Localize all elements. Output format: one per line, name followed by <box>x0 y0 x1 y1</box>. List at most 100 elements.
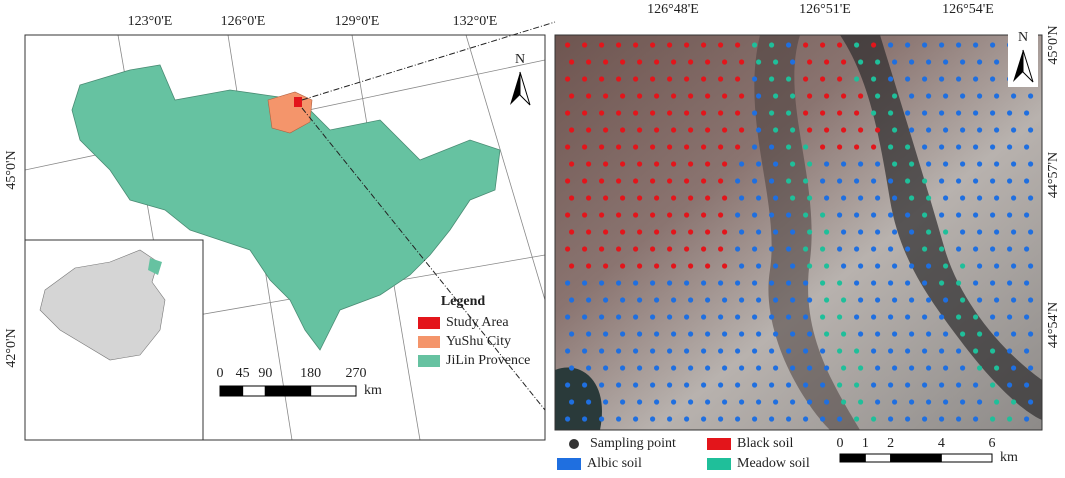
sampling-point <box>615 382 622 388</box>
sampling-point <box>683 76 690 82</box>
sampling-point <box>738 365 745 371</box>
sampling-point <box>564 246 571 252</box>
sampling-point <box>653 229 660 235</box>
sampling-point <box>976 59 983 65</box>
sampling-point <box>972 76 979 82</box>
sampling-point <box>615 212 622 218</box>
sampling-point <box>768 348 775 354</box>
sampling-point <box>925 229 932 235</box>
scale-label: 45 <box>236 366 250 381</box>
sampling-point <box>853 314 860 320</box>
sampling-point <box>598 382 605 388</box>
sampling-point <box>789 161 796 167</box>
sampling-point <box>683 314 690 320</box>
sampling-point <box>993 161 1000 167</box>
sampling-point <box>836 178 843 184</box>
sampling-point <box>785 280 792 286</box>
sampling-point <box>959 263 966 269</box>
sampling-point <box>1006 110 1013 116</box>
sampling-point <box>972 416 979 422</box>
sampling-point <box>785 42 792 48</box>
sampling-point <box>772 263 779 269</box>
sampling-point <box>683 382 690 388</box>
sampling-point <box>857 127 864 133</box>
sampling-point <box>989 314 996 320</box>
sampling-point <box>955 178 962 184</box>
sampling-point <box>772 229 779 235</box>
sampling-point <box>823 127 830 133</box>
sampling-point <box>976 229 983 235</box>
sampling-point <box>632 212 639 218</box>
sampling-point <box>921 416 928 422</box>
sampling-point <box>585 195 592 201</box>
sampling-point <box>700 144 707 150</box>
sampling-point <box>887 110 894 116</box>
sampling-point <box>717 178 724 184</box>
sampling-point <box>687 161 694 167</box>
sampling-point <box>721 331 728 337</box>
sampling-point <box>581 178 588 184</box>
sampling-point <box>938 314 945 320</box>
lon-label: 132°0'E <box>453 14 498 29</box>
sampling-point <box>972 212 979 218</box>
sampling-point <box>874 331 881 337</box>
sampling-point <box>1023 246 1030 252</box>
sampling-point <box>921 76 928 82</box>
sampling-point <box>734 382 741 388</box>
sampling-point <box>649 382 656 388</box>
sampling-point <box>700 280 707 286</box>
sampling-point <box>976 365 983 371</box>
sampling-point <box>1023 178 1030 184</box>
sampling-point <box>1027 399 1034 405</box>
sampling-point <box>806 263 813 269</box>
sampling-point <box>989 110 996 116</box>
sampling-point <box>717 212 724 218</box>
sampling-point <box>649 348 656 354</box>
sampling-point <box>819 280 826 286</box>
sampling-point <box>751 42 758 48</box>
sampling-point <box>751 280 758 286</box>
sampling-point <box>891 127 898 133</box>
sampling-point <box>819 110 826 116</box>
sampling-point <box>615 76 622 82</box>
sampling-point <box>734 212 741 218</box>
sampling-point <box>887 76 894 82</box>
sampling-point <box>649 110 656 116</box>
sampling-point <box>772 365 779 371</box>
sampling-point <box>976 297 983 303</box>
sampling-point <box>738 399 745 405</box>
sampling-point <box>870 314 877 320</box>
sampling-point <box>993 331 1000 337</box>
sampling-point <box>904 314 911 320</box>
sampling-point <box>938 76 945 82</box>
legend-label: Study Area <box>446 315 509 330</box>
sampling-point <box>789 59 796 65</box>
sampling-point <box>768 280 775 286</box>
sampling-point <box>819 212 826 218</box>
sampling-point <box>959 127 966 133</box>
sampling-point <box>989 280 996 286</box>
sampling-point <box>806 229 813 235</box>
sampling-point <box>581 42 588 48</box>
sampling-point <box>649 416 656 422</box>
sampling-point <box>870 416 877 422</box>
sampling-point <box>768 42 775 48</box>
sampling-point <box>619 331 626 337</box>
sampling-point <box>789 127 796 133</box>
sampling-point <box>700 178 707 184</box>
sampling-point <box>806 93 813 99</box>
sampling-point <box>819 314 826 320</box>
sampling-point <box>1010 365 1017 371</box>
sampling-point <box>870 76 877 82</box>
sampling-point <box>904 416 911 422</box>
sampling-point <box>887 348 894 354</box>
sampling-point <box>874 195 881 201</box>
sampling-point <box>734 314 741 320</box>
sampling-point <box>568 161 575 167</box>
sampling-point <box>636 331 643 337</box>
sampling-point <box>772 297 779 303</box>
sampling-point <box>891 229 898 235</box>
sampling-point <box>921 382 928 388</box>
sampling-point <box>1010 161 1017 167</box>
sampling-point <box>619 399 626 405</box>
